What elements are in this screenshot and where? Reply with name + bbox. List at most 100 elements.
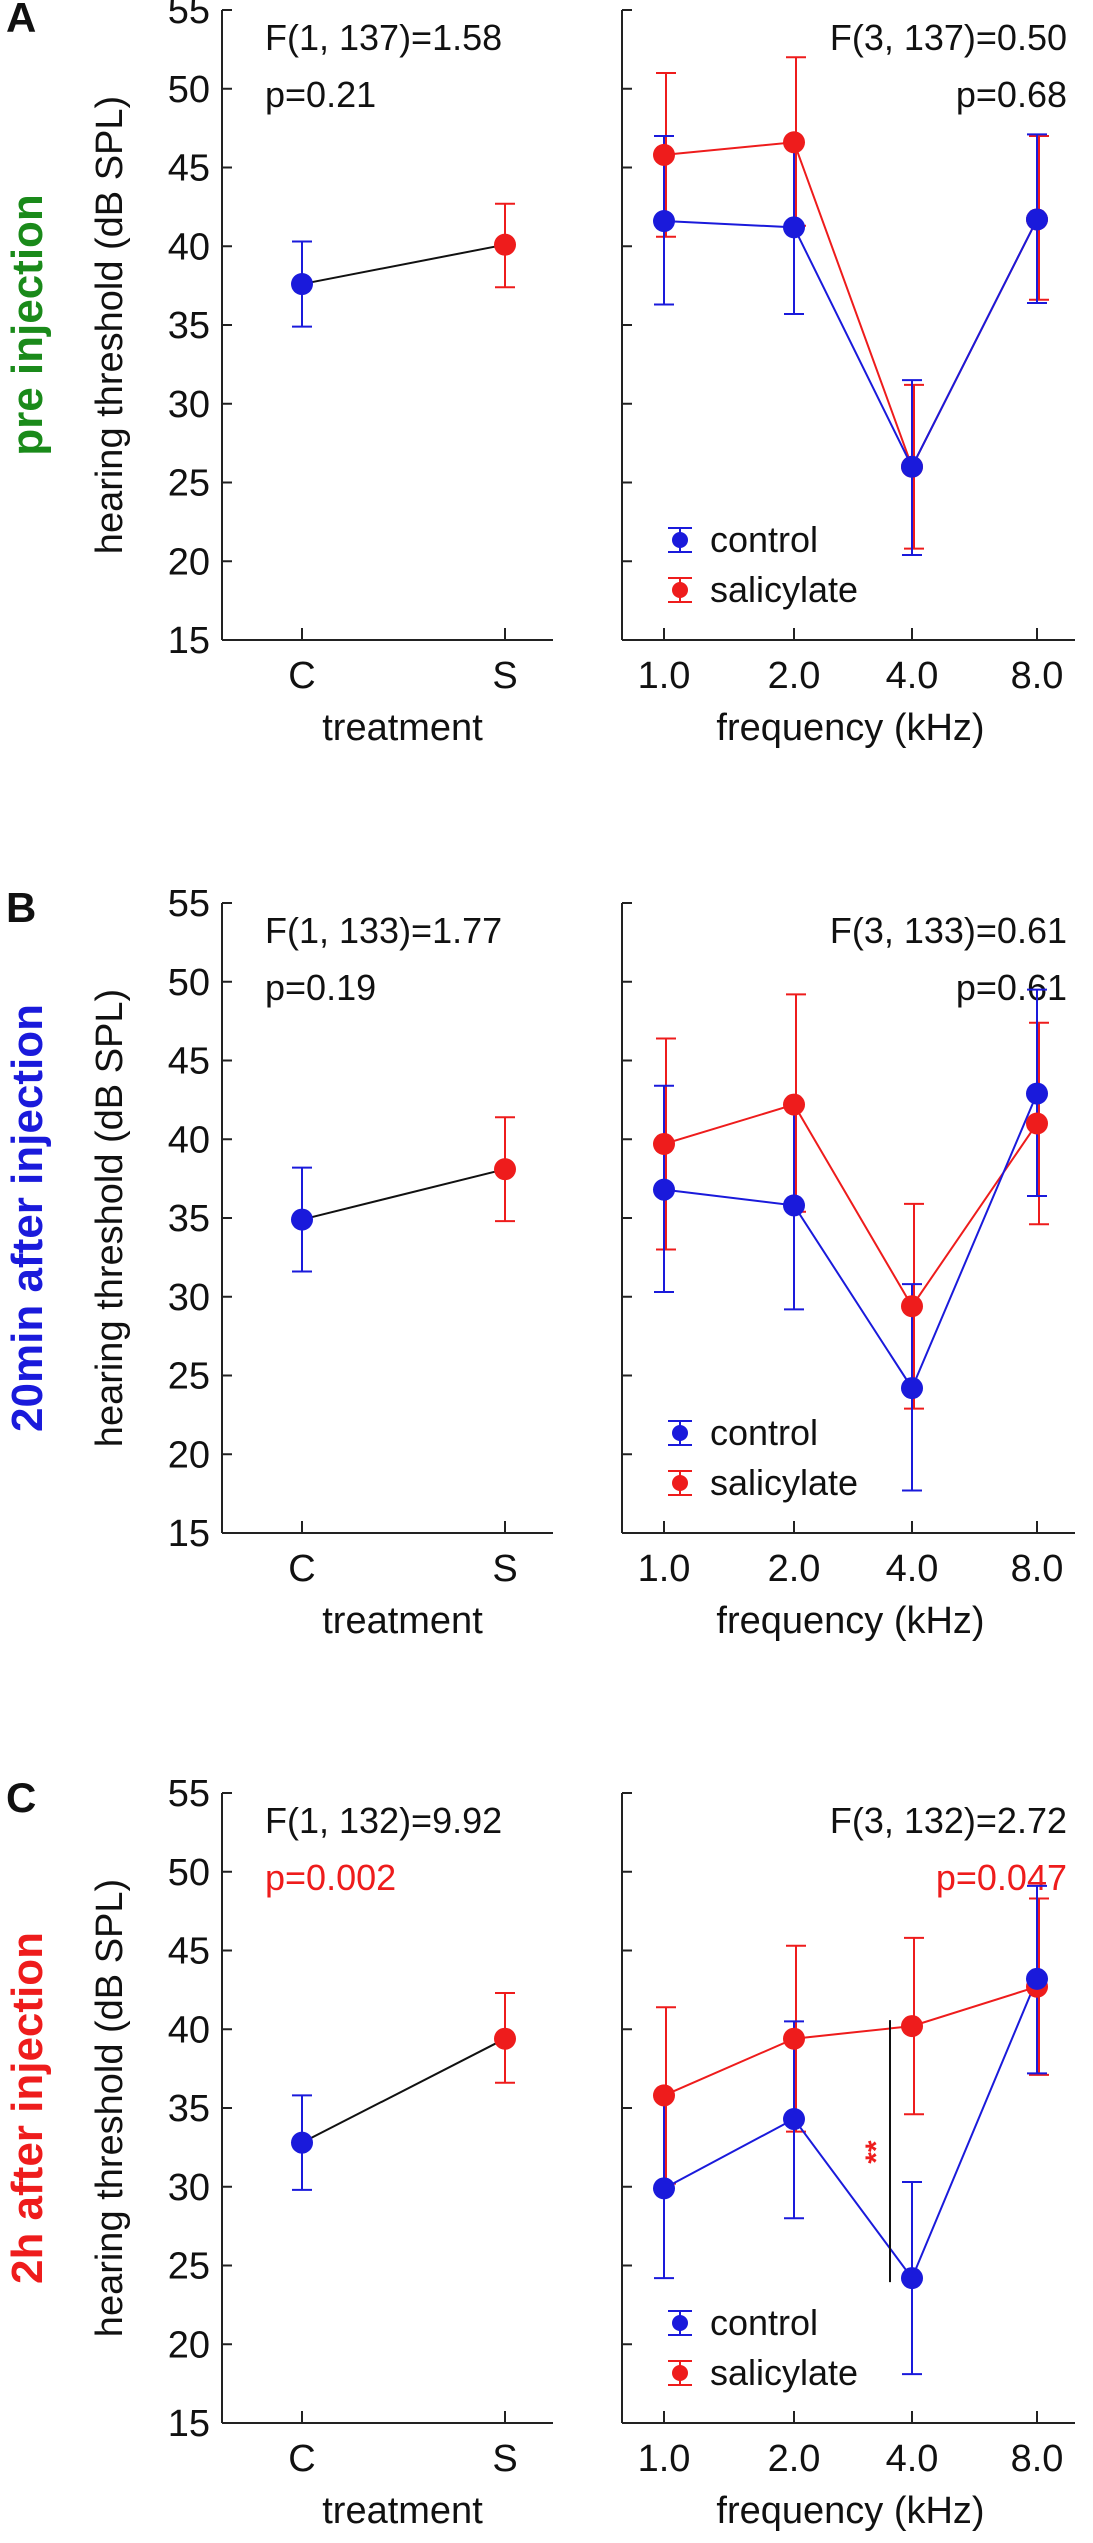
y-tick-label: 40 (168, 2009, 210, 2051)
y-tick-label: 50 (168, 1852, 210, 1894)
control-point-4.0 (901, 1377, 923, 1400)
treatment-tick-label: S (492, 655, 517, 697)
frequency-tick-label: 1.0 (638, 655, 691, 697)
treatment-line (301, 1168, 506, 1221)
salicylate-point-1.0 (653, 2084, 675, 2107)
panel-letter: C (6, 1774, 36, 1821)
treatment-point-C (291, 1208, 313, 1231)
treatment-tick-label: C (288, 2438, 315, 2480)
panel-letter: A (6, 0, 36, 41)
legend-control-marker (672, 532, 688, 548)
control-point-4.0 (901, 455, 923, 478)
y-tick-label: 40 (168, 226, 210, 268)
salicylate-point-2.0 (783, 131, 805, 154)
treatment-line (301, 243, 506, 286)
control-series-line (663, 1978, 1038, 2281)
control-point-2.0 (783, 216, 805, 239)
treatment-point-C (291, 2131, 313, 2154)
frequency-tick-label: 1.0 (638, 2438, 691, 2480)
legend-salicylate-label: salicylate (710, 1462, 858, 1503)
frequency-p-value: p=0.047 (936, 1857, 1067, 1898)
y-tick-label: 25 (168, 1356, 210, 1398)
y-tick-label: 55 (168, 1773, 210, 1815)
panel-C: C 2h after injection hearing threshold (dB… (3, 1773, 1075, 2532)
legend-control-label: control (710, 519, 818, 560)
y-axis-label: hearing threshold (dB SPL) (89, 989, 131, 1447)
frequency-tick-label: 4.0 (886, 655, 939, 697)
treatment-tick-label: S (492, 1548, 517, 1590)
legend-salicylate-label: salicylate (710, 2352, 858, 2393)
y-tick-label: 35 (168, 305, 210, 347)
y-tick-label: 45 (168, 148, 210, 190)
legend-salicylate-label: salicylate (710, 569, 858, 610)
row-label: 20min after injection (3, 1004, 52, 1432)
treatment-stat: F(1, 132)=9.92 (265, 1800, 502, 1841)
frequency-tick-label: 2.0 (768, 655, 821, 697)
treatment-stat: F(1, 137)=1.58 (265, 17, 502, 58)
salicylate-point-2.0 (783, 1093, 805, 1116)
frequency-p-value: p=0.61 (956, 967, 1067, 1008)
treatment-x-label: treatment (322, 1600, 483, 1642)
row-label: pre injection (3, 194, 52, 456)
control-point-4.0 (901, 2267, 923, 2290)
treatment-p-value: p=0.002 (265, 1857, 396, 1898)
frequency-x-label: frequency (kHz) (716, 1600, 984, 1642)
y-tick-label: 20 (168, 2324, 210, 2366)
legend-control-marker (672, 2315, 688, 2331)
row-label: 2h after injection (3, 1932, 52, 2284)
treatment-point-C (291, 273, 313, 296)
legend-salicylate-marker (672, 1475, 688, 1491)
treatment-line (301, 2037, 506, 2144)
control-series-line (663, 219, 1038, 469)
salicylate-series-line (663, 1985, 1038, 2097)
frequency-x-label: frequency (kHz) (716, 707, 984, 749)
y-tick-label: 40 (168, 1119, 210, 1161)
y-tick-label: 50 (168, 962, 210, 1004)
treatment-stat: F(1, 133)=1.77 (265, 910, 502, 951)
salicylate-point-8.0 (1026, 1112, 1048, 1135)
legend-control-label: control (710, 2302, 818, 2343)
panel-letter: B (6, 884, 36, 931)
frequency-tick-label: 8.0 (1011, 2438, 1064, 2480)
y-tick-label: 15 (168, 1513, 210, 1555)
salicylate-point-2.0 (783, 2027, 805, 2050)
y-tick-label: 20 (168, 541, 210, 583)
y-tick-label: 55 (168, 0, 210, 32)
frequency-tick-label: 2.0 (768, 1548, 821, 1590)
frequency-x-label: frequency (kHz) (716, 2490, 984, 2532)
y-tick-label: 45 (168, 1041, 210, 1083)
y-tick-label: 25 (168, 463, 210, 505)
frequency-tick-label: 2.0 (768, 2438, 821, 2480)
y-axis-label: hearing threshold (dB SPL) (89, 96, 131, 554)
y-tick-label: 45 (168, 1931, 210, 1973)
treatment-point-S (494, 1158, 516, 1181)
treatment-p-value: p=0.21 (265, 74, 376, 115)
y-tick-label: 35 (168, 1198, 210, 1240)
control-point-8.0 (1026, 1967, 1048, 1990)
legend-salicylate-marker (672, 2365, 688, 2381)
frequency-tick-label: 4.0 (886, 1548, 939, 1590)
y-tick-label: 15 (168, 2403, 210, 2445)
treatment-p-value: p=0.19 (265, 967, 376, 1008)
control-series-line (663, 1093, 1038, 1391)
control-point-1.0 (653, 210, 675, 233)
frequency-tick-label: 8.0 (1011, 655, 1064, 697)
treatment-x-label: treatment (322, 2490, 483, 2532)
control-point-1.0 (653, 1178, 675, 1201)
legend-control-marker (672, 1425, 688, 1441)
treatment-tick-label: C (288, 655, 315, 697)
treatment-tick-label: S (492, 2438, 517, 2480)
treatment-tick-label: C (288, 1548, 315, 1590)
salicylate-point-1.0 (653, 143, 675, 166)
control-point-2.0 (783, 1194, 805, 1217)
y-tick-label: 15 (168, 620, 210, 662)
salicylate-point-1.0 (653, 1132, 675, 1155)
legend-salicylate-marker (672, 582, 688, 598)
y-tick-label: 30 (168, 2167, 210, 2209)
frequency-p-value: p=0.68 (956, 74, 1067, 115)
control-point-8.0 (1026, 208, 1048, 231)
salicylate-point-4.0 (901, 2015, 923, 2038)
control-point-2.0 (783, 2108, 805, 2131)
